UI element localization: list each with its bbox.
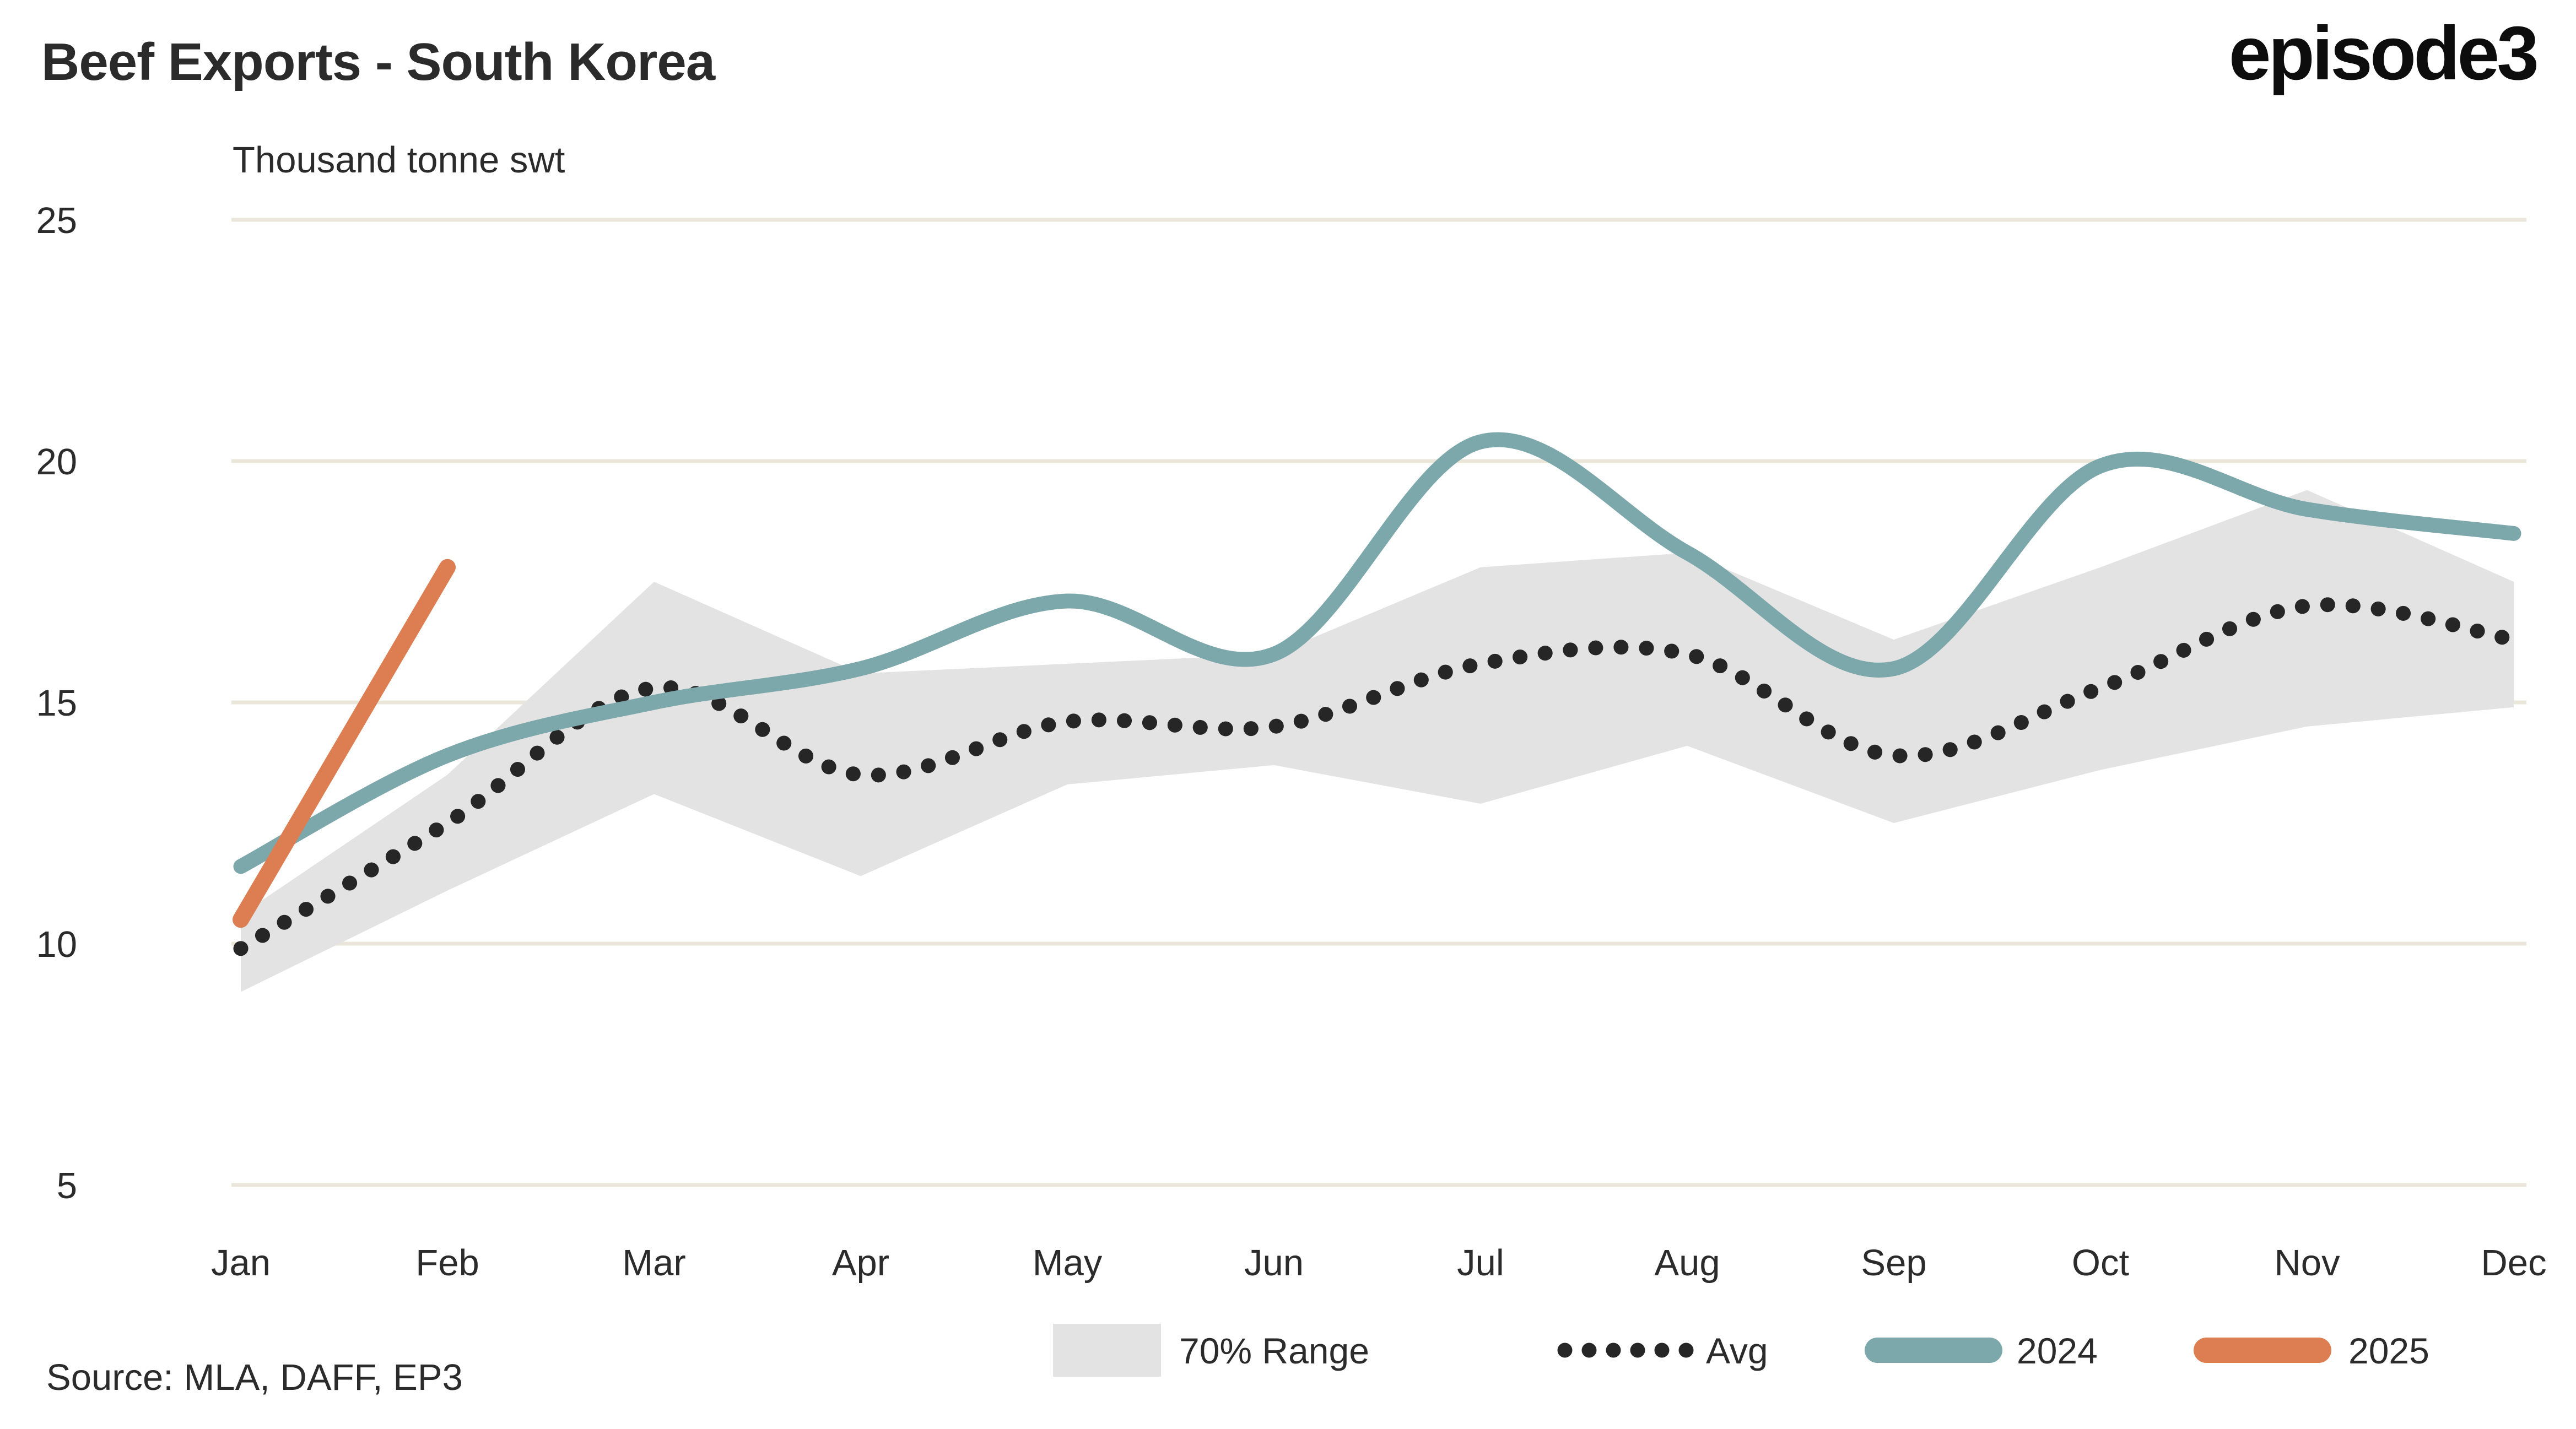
x-tick-apr: Apr [832, 1242, 889, 1284]
legend: 70% Range Avg 2024 2025 [1053, 1324, 2429, 1377]
line-2025 [233, 559, 456, 928]
legend-avg-dot [1581, 1343, 1597, 1358]
x-tick-nov: Nov [2274, 1242, 2340, 1284]
x-tick-oct: Oct [2072, 1242, 2130, 1284]
legend-swatch-avg [1557, 1343, 1694, 1358]
legend-avg-dot [1606, 1343, 1621, 1358]
legend-avg-dot [1630, 1343, 1645, 1358]
x-tick-may: May [1033, 1242, 1103, 1284]
y-axis-unit-label: Thousand tonne swt [233, 139, 565, 181]
y-tick-10: 10 [36, 924, 77, 965]
legend-label-range: 70% Range [1179, 1330, 1369, 1371]
x-tick-mar: Mar [622, 1242, 685, 1284]
y-tick-25: 25 [36, 200, 77, 241]
legend-label-2024: 2024 [2017, 1330, 2098, 1371]
source-note: Source: MLA, DAFF, EP3 [46, 1357, 463, 1398]
episode3-logo: episode3 [2228, 11, 2539, 96]
legend-swatch-2024 [1865, 1338, 2002, 1363]
legend-avg-dot [1678, 1343, 1694, 1358]
y-tick-20: 20 [36, 441, 77, 483]
x-tick-jun: Jun [1244, 1242, 1304, 1284]
y-axis-tick-labels: 5 10 15 20 25 [36, 200, 77, 1206]
y-tick-15: 15 [36, 683, 77, 724]
line-2024 [233, 432, 2521, 874]
x-tick-sep: Sep [1861, 1242, 1926, 1284]
chart-title: Beef Exports - South Korea [41, 33, 715, 91]
x-tick-dec: Dec [2481, 1242, 2546, 1284]
x-tick-jul: Jul [1457, 1242, 1504, 1284]
legend-avg-dot [1557, 1343, 1573, 1358]
legend-label-2025: 2025 [2348, 1330, 2429, 1371]
y-tick-5: 5 [57, 1165, 77, 1206]
x-tick-feb: Feb [415, 1242, 479, 1284]
band-70pct-range [241, 490, 2514, 992]
x-tick-aug: Aug [1654, 1242, 1720, 1284]
legend-avg-dot [1654, 1343, 1670, 1358]
x-tick-jan: Jan [211, 1242, 271, 1284]
line-avg [233, 597, 2521, 956]
legend-swatch-2025 [2194, 1338, 2331, 1363]
x-axis-month-labels: Jan Feb Mar Apr May Jun Jul Aug Sep Oct Nov Dec [211, 1242, 2547, 1284]
legend-swatch-range [1053, 1324, 1161, 1377]
legend-label-avg: Avg [1706, 1330, 1768, 1371]
